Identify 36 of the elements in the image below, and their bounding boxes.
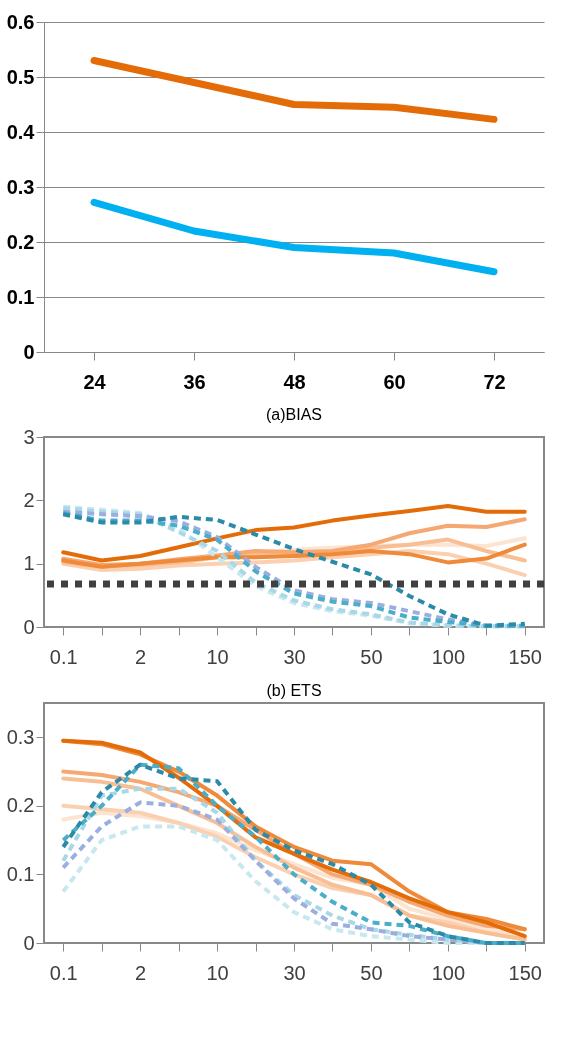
y-tick-label: 0 [23,615,35,638]
chart-title: (a)BIAS [265,406,323,423]
y-tick-label: 0.5 [6,65,35,88]
x-tick-label: 2 [135,645,147,668]
x-tick-label: 24 [83,370,107,393]
y-tick-label: 0.6 [6,10,35,33]
y-tick-label: 2 [23,488,35,511]
chart-title: (b) ETS [266,682,322,699]
x-tick-label: 0.1 [49,961,78,984]
x-tick-label: 30 [283,961,306,984]
y-tick-label: 1 [23,552,35,575]
y-tick-label: 0 [23,931,35,954]
x-tick-label: 10 [206,961,229,984]
x-tick-label: 100 [431,961,466,984]
x-tick-label: 36 [183,370,206,393]
y-tick-label: 0.4 [6,120,36,143]
y-tick-label: 0.3 [6,175,35,198]
x-tick-label: 30 [283,645,306,668]
y-tick-label: 0.1 [6,285,35,308]
y-tick-label: 0.2 [6,794,35,817]
y-tick-label: 3 [23,425,35,448]
x-tick-label: 50 [360,645,383,668]
x-tick-label: 0.1 [49,645,78,668]
x-tick-label: 10 [206,645,229,668]
y-tick-label: 0.2 [6,230,35,253]
y-tick-label: 0 [23,340,35,363]
x-tick-label: 150 [508,961,542,984]
x-tick-label: 60 [383,370,406,393]
x-tick-label: 100 [431,645,466,668]
y-tick-label: 0.1 [6,862,35,885]
x-tick-label: 150 [508,645,542,668]
x-tick-label: 72 [483,370,506,393]
x-tick-label: 2 [135,961,147,984]
x-tick-label: 48 [283,370,306,393]
x-tick-label: 50 [360,961,383,984]
y-tick-label: 0.3 [6,725,35,748]
